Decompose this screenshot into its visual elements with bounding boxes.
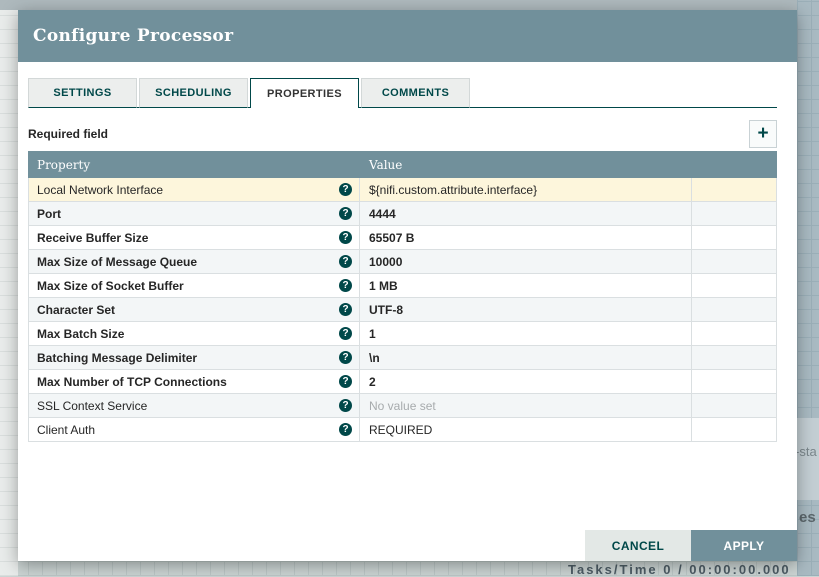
property-extra-cell — [692, 394, 776, 417]
property-name: Batching Message Delimiter — [37, 351, 197, 365]
table-header-row: Property Value — [28, 151, 777, 178]
dialog-footer: CANCEL APPLY — [585, 530, 797, 561]
property-name: Max Batch Size — [37, 327, 124, 341]
property-name-cell: Client Auth? — [29, 418, 360, 441]
property-value[interactable]: REQUIRED — [360, 418, 692, 441]
help-icon[interactable]: ? — [339, 399, 352, 412]
property-extra-cell — [692, 418, 776, 441]
property-name: Receive Buffer Size — [37, 231, 148, 245]
help-icon[interactable]: ? — [339, 327, 352, 340]
property-value[interactable]: \n — [360, 346, 692, 369]
property-row: Max Size of Message Queue?10000 — [29, 250, 776, 274]
property-value[interactable]: 10000 — [360, 250, 692, 273]
help-icon[interactable]: ? — [339, 231, 352, 244]
property-name: Client Auth — [37, 423, 95, 437]
dialog-title: Configure Processor — [33, 26, 233, 46]
property-name-cell: SSL Context Service? — [29, 394, 360, 417]
property-name: Max Number of TCP Connections — [37, 375, 227, 389]
add-property-button[interactable]: + — [749, 120, 777, 148]
property-extra-cell — [692, 370, 776, 393]
column-header-property: Property — [28, 158, 360, 172]
property-row: Max Size of Socket Buffer?1 MB — [29, 274, 776, 298]
help-icon[interactable]: ? — [339, 423, 352, 436]
property-value[interactable]: UTF-8 — [360, 298, 692, 321]
property-name-cell: Batching Message Delimiter? — [29, 346, 360, 369]
help-icon[interactable]: ? — [339, 207, 352, 220]
bg-fragment-stat-text: es — [799, 509, 816, 526]
dialog-header: Configure Processor — [18, 10, 797, 62]
property-name-cell: Max Batch Size? — [29, 322, 360, 345]
property-value[interactable]: 1 MB — [360, 274, 692, 297]
required-field-label: Required field — [28, 127, 108, 141]
property-extra-cell — [692, 322, 776, 345]
property-row: Local Network Interface?${nifi.custom.at… — [29, 178, 776, 202]
help-icon[interactable]: ? — [339, 375, 352, 388]
property-name: Port — [37, 207, 61, 221]
property-row: Batching Message Delimiter?\n — [29, 346, 776, 370]
property-extra-cell — [692, 298, 776, 321]
property-name-cell: Max Number of TCP Connections? — [29, 370, 360, 393]
properties-table-body: Local Network Interface?${nifi.custom.at… — [28, 178, 777, 442]
configure-processor-dialog: Configure Processor SETTINGSSCHEDULINGPR… — [18, 10, 797, 561]
property-name-cell: Local Network Interface? — [29, 178, 360, 201]
column-header-value: Value — [360, 158, 692, 172]
property-row: Client Auth?REQUIRED — [29, 418, 776, 442]
property-name-cell: Max Size of Socket Buffer? — [29, 274, 360, 297]
property-row: SSL Context Service?No value set — [29, 394, 776, 418]
properties-table: Property Value Local Network Interface?$… — [28, 151, 777, 442]
apply-button[interactable]: APPLY — [691, 530, 797, 561]
property-row: Max Batch Size?1 — [29, 322, 776, 346]
property-extra-cell — [692, 250, 776, 273]
property-name: Max Size of Message Queue — [37, 255, 197, 269]
tab-bar: SETTINGSSCHEDULINGPROPERTIESCOMMENTS — [28, 78, 777, 108]
property-name-cell: Port? — [29, 202, 360, 225]
property-name: Local Network Interface — [37, 183, 163, 197]
property-extra-cell — [692, 178, 776, 201]
help-icon[interactable]: ? — [339, 303, 352, 316]
table-toolbar: Required field + — [28, 119, 777, 148]
tab-properties[interactable]: PROPERTIES — [250, 78, 359, 108]
property-extra-cell — [692, 226, 776, 249]
dialog-content: SETTINGSSCHEDULINGPROPERTIESCOMMENTS Req… — [18, 78, 797, 442]
property-value[interactable]: 1 — [360, 322, 692, 345]
canvas-strip-top — [0, 0, 819, 10]
property-value[interactable]: 65507 B — [360, 226, 692, 249]
property-name: Character Set — [37, 303, 115, 317]
property-value[interactable]: No value set — [360, 394, 692, 417]
property-name-cell: Receive Buffer Size? — [29, 226, 360, 249]
tab-comments[interactable]: COMMENTS — [361, 78, 470, 108]
help-icon[interactable]: ? — [339, 279, 352, 292]
property-row: Port?4444 — [29, 202, 776, 226]
bg-fragment-tasks-time: Tasks/Time 0 / 00:00:00.000 — [568, 562, 791, 577]
property-extra-cell — [692, 346, 776, 369]
property-name: SSL Context Service — [37, 399, 147, 413]
help-icon[interactable]: ? — [339, 183, 352, 196]
property-value[interactable]: 2 — [360, 370, 692, 393]
property-name-cell: Max Size of Message Queue? — [29, 250, 360, 273]
tab-scheduling[interactable]: SCHEDULING — [139, 78, 248, 108]
cancel-button[interactable]: CANCEL — [585, 530, 691, 561]
property-value[interactable]: 4444 — [360, 202, 692, 225]
tab-settings[interactable]: SETTINGS — [28, 78, 137, 108]
property-row: Character Set?UTF-8 — [29, 298, 776, 322]
property-row: Max Number of TCP Connections?2 — [29, 370, 776, 394]
property-name-cell: Character Set? — [29, 298, 360, 321]
property-extra-cell — [692, 274, 776, 297]
canvas-strip-left — [0, 10, 18, 576]
canvas-component-edge — [797, 418, 819, 500]
help-icon[interactable]: ? — [339, 351, 352, 364]
property-extra-cell — [692, 202, 776, 225]
help-icon[interactable]: ? — [339, 255, 352, 268]
bg-fragment-processor-name: -sta — [795, 444, 817, 459]
property-row: Receive Buffer Size?65507 B — [29, 226, 776, 250]
property-value[interactable]: ${nifi.custom.attribute.interface} — [360, 178, 692, 201]
property-name: Max Size of Socket Buffer — [37, 279, 184, 293]
